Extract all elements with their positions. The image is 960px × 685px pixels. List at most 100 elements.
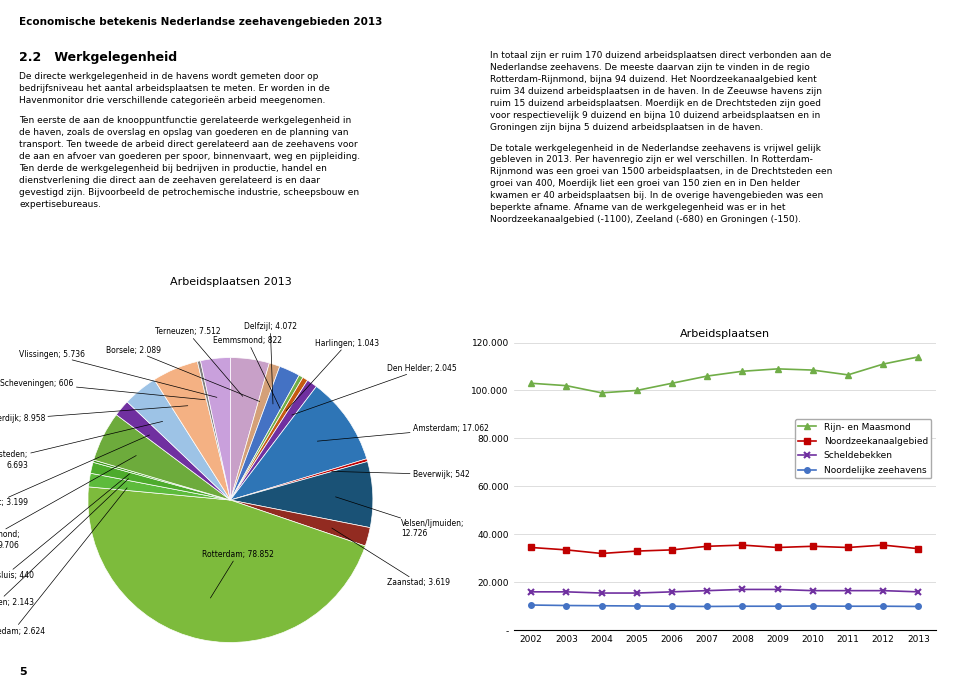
Text: gebleven in 2013. Per havenregio zijn er wel verschillen. In Rotterdam-: gebleven in 2013. Per havenregio zijn er… — [490, 155, 812, 164]
Text: de haven, zoals de overslag en opslag van goederen en de planning van: de haven, zoals de overslag en opslag va… — [19, 128, 348, 137]
Rijn- en Maasmond — [561, 382, 572, 390]
Scheldebekken — [913, 588, 924, 596]
Text: Scheveningen; 606: Scheveningen; 606 — [0, 379, 205, 400]
Wedge shape — [94, 414, 230, 500]
Text: Ten eerste de aan de knooppuntfunctie gerelateerde werkgelegenheid in: Ten eerste de aan de knooppuntfunctie ge… — [19, 116, 351, 125]
Noordelijke zeehavens — [702, 602, 713, 610]
Wedge shape — [230, 386, 367, 500]
Wedge shape — [230, 380, 317, 500]
Wedge shape — [230, 358, 270, 500]
Text: expertisebureaus.: expertisebureaus. — [19, 200, 101, 209]
Text: beperkte afname. Afname van de werkgelegenheid was er in het: beperkte afname. Afname van de werkgeleg… — [490, 203, 785, 212]
Text: Vlaardingen; 2.143: Vlaardingen; 2.143 — [0, 479, 129, 607]
Noordelijke zeehavens — [525, 601, 537, 609]
Line: Rijn- en Maasmond: Rijn- en Maasmond — [528, 353, 922, 397]
Text: De directe werkgelegenheid in de havens wordt gemeten door op: De directe werkgelegenheid in de havens … — [19, 72, 319, 81]
Scheldebekken — [772, 585, 783, 593]
Title: Arbeidsplaatsen 2013: Arbeidsplaatsen 2013 — [170, 277, 291, 287]
Wedge shape — [230, 375, 303, 500]
Text: Drechtsteden;
6.693: Drechtsteden; 6.693 — [0, 421, 162, 470]
Wedge shape — [155, 362, 230, 500]
Text: Maassluis; 440: Maassluis; 440 — [0, 474, 130, 580]
Text: Eemmsmond; 822: Eemmsmond; 822 — [213, 336, 282, 408]
Text: Den Helder; 2.045: Den Helder; 2.045 — [292, 364, 457, 415]
Wedge shape — [230, 459, 368, 500]
Text: de aan en afvoer van goederen per spoor, binnenvaart, weg en pijpleiding.: de aan en afvoer van goederen per spoor,… — [19, 152, 360, 161]
Text: Noordzeekanaalgebied (-1100), Zeeland (-680) en Groningen (-150).: Noordzeekanaalgebied (-1100), Zeeland (-… — [490, 215, 801, 225]
Rijn- en Maasmond — [736, 367, 748, 375]
Rijn- en Maasmond — [596, 389, 608, 397]
Wedge shape — [93, 460, 230, 500]
Text: ruim 15 duizend arbeidsplaatsen. Moerdijk en de Drechtsteden zijn goed: ruim 15 duizend arbeidsplaatsen. Moerdij… — [490, 99, 821, 108]
Text: Borsele; 2.089: Borsele; 2.089 — [106, 346, 259, 401]
Noordelijke zeehavens — [807, 602, 819, 610]
Rijn- en Maasmond — [913, 353, 924, 361]
Wedge shape — [230, 363, 279, 500]
Wedge shape — [198, 361, 230, 500]
Wedge shape — [230, 366, 300, 500]
Scheldebekken — [736, 585, 748, 593]
Noordelijke zeehavens — [736, 602, 748, 610]
Text: Groningen zijn bijna 5 duizend arbeidsplaatsen in de haven.: Groningen zijn bijna 5 duizend arbeidspl… — [490, 123, 763, 132]
Scheldebekken — [702, 586, 713, 595]
Wedge shape — [90, 462, 230, 500]
Scheldebekken — [877, 586, 889, 595]
Rijn- en Maasmond — [842, 371, 853, 379]
Wedge shape — [201, 358, 230, 500]
Text: Harlingen; 1.043: Harlingen; 1.043 — [286, 339, 379, 411]
Rijn- en Maasmond — [877, 360, 889, 369]
Text: Overig Rijnmond;
9.706: Overig Rijnmond; 9.706 — [0, 456, 136, 549]
Noordelijke zeehavens — [596, 601, 608, 610]
Wedge shape — [88, 473, 230, 500]
Noordelijke zeehavens — [561, 601, 572, 610]
Noordzeekanaalgebied — [666, 546, 678, 554]
Noordzeekanaalgebied — [631, 547, 642, 555]
Text: Zaanstad; 3.619: Zaanstad; 3.619 — [332, 528, 450, 587]
Text: gevestigd zijn. Bijvoorbeeld de petrochemische industrie, scheepsbouw en: gevestigd zijn. Bijvoorbeeld de petroche… — [19, 188, 359, 197]
Text: Vlissingen; 5.736: Vlissingen; 5.736 — [19, 350, 217, 397]
Noordzeekanaalgebied — [842, 543, 853, 551]
Wedge shape — [230, 500, 371, 546]
Noordzeekanaalgebied — [525, 543, 537, 551]
Wedge shape — [230, 377, 307, 500]
Text: bedrijfsniveau het aantal arbeidsplaatsen te meten. Er worden in de: bedrijfsniveau het aantal arbeidsplaatse… — [19, 84, 330, 93]
Scheldebekken — [596, 589, 608, 597]
Rijn- en Maasmond — [631, 386, 642, 395]
Text: Rotterdam; 78.852: Rotterdam; 78.852 — [202, 549, 274, 598]
Title: Arbeidsplaatsen: Arbeidsplaatsen — [680, 329, 770, 339]
Legend: Rijn- en Maasmond, Noordzeekanaalgebied, Scheldebekken, Noordelijke zeehavens: Rijn- en Maasmond, Noordzeekanaalgebied,… — [795, 419, 931, 478]
Text: Schiedam; 2.624: Schiedam; 2.624 — [0, 488, 127, 636]
Text: kwamen er 40 arbeidsplaatsen bij. In de overige havengebieden was een: kwamen er 40 arbeidsplaatsen bij. In de … — [490, 191, 823, 201]
Noordelijke zeehavens — [772, 602, 783, 610]
Scheldebekken — [561, 588, 572, 596]
Text: Dordrecht; 3.199: Dordrecht; 3.199 — [0, 435, 150, 508]
Line: Scheldebekken: Scheldebekken — [528, 586, 922, 597]
Text: voor respectievelijk 9 duizend en bijna 10 duizend arbeidsplaatsen en in: voor respectievelijk 9 duizend en bijna … — [490, 111, 820, 121]
Text: Moerdijk; 8.958: Moerdijk; 8.958 — [0, 406, 188, 423]
Scheldebekken — [842, 586, 853, 595]
Wedge shape — [230, 462, 372, 527]
Text: Nederlandse zeehavens. De meeste daarvan zijn te vinden in de regio: Nederlandse zeehavens. De meeste daarvan… — [490, 64, 809, 73]
Noordzeekanaalgebied — [807, 543, 819, 551]
Noordzeekanaalgebied — [772, 543, 783, 551]
Noordelijke zeehavens — [666, 602, 678, 610]
Noordzeekanaalgebied — [561, 546, 572, 554]
Text: Amsterdam; 17.062: Amsterdam; 17.062 — [318, 424, 489, 441]
Text: Havenmonitor drie verschillende categorieën arbeid meegenomen.: Havenmonitor drie verschillende categori… — [19, 96, 325, 105]
Text: De totale werkgelegenheid in de Nederlandse zeehavens is vrijwel gelijk: De totale werkgelegenheid in de Nederlan… — [490, 143, 821, 153]
Text: Ten derde de werkgelegenheid bij bedrijven in productie, handel en: Ten derde de werkgelegenheid bij bedrijv… — [19, 164, 327, 173]
Scheldebekken — [525, 588, 537, 596]
Wedge shape — [127, 379, 230, 500]
Noordzeekanaalgebied — [596, 549, 608, 558]
Noordzeekanaalgebied — [702, 543, 713, 551]
Noordelijke zeehavens — [842, 602, 853, 610]
Text: 5: 5 — [19, 667, 27, 677]
Noordelijke zeehavens — [631, 602, 642, 610]
Noordzeekanaalgebied — [913, 545, 924, 553]
Scheldebekken — [807, 586, 819, 595]
Line: Noordzeekanaalgebied: Noordzeekanaalgebied — [528, 543, 922, 556]
Wedge shape — [88, 487, 365, 643]
Rijn- en Maasmond — [702, 372, 713, 380]
Rijn- en Maasmond — [772, 364, 783, 373]
Text: ruim 34 duizend arbeidsplaatsen in de haven. In de Zeeuwse havens zijn: ruim 34 duizend arbeidsplaatsen in de ha… — [490, 87, 822, 97]
